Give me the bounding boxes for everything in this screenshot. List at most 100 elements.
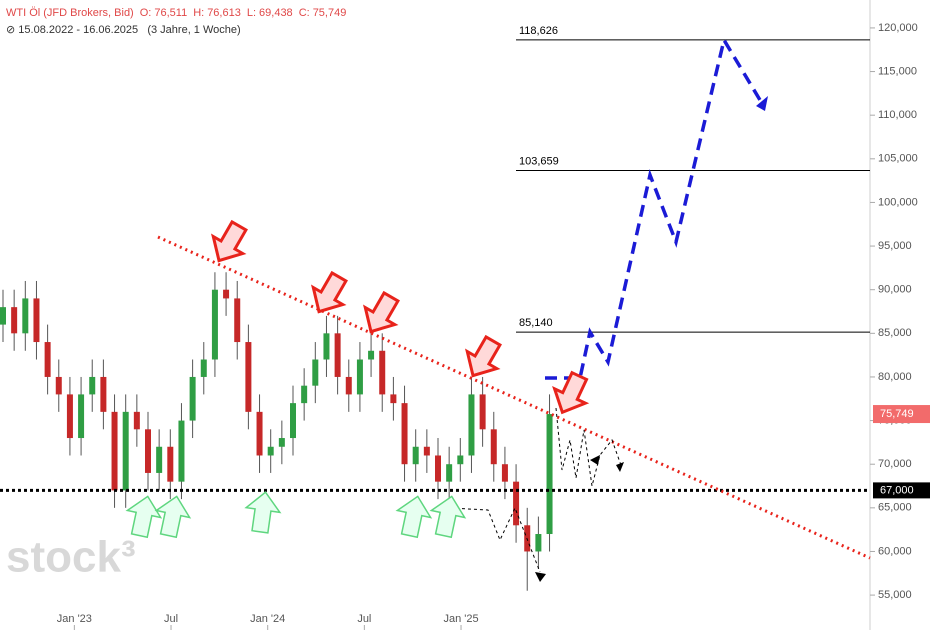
candle-body [312,359,319,386]
candle-body [223,289,230,299]
candle-body [11,307,18,334]
scenario-head [590,455,600,465]
y-tick-label: 100,000 [878,196,918,208]
candle-body [457,455,464,465]
y-tick-label: 55,000 [878,589,912,601]
range-line: ⊘ 15.08.2022 - 16.06.2025 (3 Jahre, 1 Wo… [6,24,241,36]
ohlc: O: 76,511 H: 76,613 L: 69,438 C: 75,749 [134,7,347,19]
candle-body [66,394,73,439]
instrument: WTI Öl (JFD Brokers, Bid) [6,7,134,19]
target-level-label: 103,659 [519,155,559,167]
ohlc-value: 69,438 [259,7,293,19]
candle-body [290,403,296,439]
buy-arrow [125,495,163,539]
candle-body [513,481,520,526]
y-tick-label: 110,000 [878,109,917,121]
target-level-label: 118,626 [519,25,558,37]
candle-body [122,411,129,491]
target-level-label: 85,140 [519,317,553,329]
sell-arrow [311,270,348,314]
sell-arrow [552,370,590,415]
candle-body [356,359,363,395]
candle-body [435,455,441,482]
candle-body [468,394,475,456]
header: WTI Öl (JFD Brokers, Bid) O: 76,511 H: 76,61… [6,5,346,39]
y-tick-label: 70,000 [878,458,912,470]
x-tick-label: Jul [164,613,178,625]
y-tick-label: 105,000 [878,153,918,165]
candle-body [323,333,330,360]
buy-arrows [125,491,467,539]
ohlc-label: H: [193,7,205,19]
y-tick-label: 80,000 [878,371,912,383]
candle-body [89,376,96,395]
annotations [125,35,871,582]
candle-body [245,342,252,412]
sell-arrow [363,290,400,334]
candle-body [334,333,341,377]
sell-arrow [465,334,502,378]
candle-body [345,376,352,395]
candle-body [55,376,62,395]
y-tick-label: 85,000 [878,327,912,339]
candle-body [535,534,542,552]
scenario-head [535,572,546,582]
candle-body [145,429,151,473]
buy-arrow [244,491,282,534]
candle-body [0,307,6,325]
ohlc-value: 75,749 [312,7,347,19]
projection-head [756,96,768,111]
candle-body [390,394,397,404]
candle-body [200,359,207,377]
candle-body [100,376,107,412]
ohlc-label: C: [298,7,310,19]
candle-body [278,438,285,447]
y-tick-label: 95,000 [878,240,912,252]
support-tag [873,482,930,499]
buy-arrow [429,495,467,539]
candle-body [401,403,408,465]
ohlc-value: 76,511 [154,7,188,19]
sell-arrows [211,219,590,415]
x-tick-label: Jan '24 [250,613,285,625]
candle-body [211,289,218,360]
buy-arrow [395,495,433,539]
y-tick-label: 90,000 [878,284,912,296]
candle-body [501,464,508,482]
scenario-head [616,462,624,472]
x-tick-label: Jan '25 [443,613,478,625]
candle-body [189,376,196,421]
candle-body [178,420,185,482]
candle-body [33,298,40,343]
candle-body [256,411,263,456]
sell-arrow [211,219,248,263]
ohlc-label: L: [246,7,257,19]
ohlc-label: O: [139,7,152,19]
candle-body [111,411,118,491]
candle-body [267,446,274,456]
candle-body [446,464,453,482]
ohlc-value: 76,613 [207,7,241,19]
x-tick-label: Jul [357,613,371,625]
instrument-line: WTI Öl (JFD Brokers, Bid) O: 76,511 H: 76,61… [6,5,346,22]
candle-body [234,298,241,343]
marks: 55,00060,00065,00070,00075,00080,00085,0… [0,22,930,630]
watermark: stock³ [6,533,136,582]
candle-body [167,446,174,482]
y-tick-label: 60,000 [878,545,912,557]
scenario-path [449,506,541,573]
candle-body [546,414,553,535]
candle-body [22,298,29,334]
x-tick-label: Jan '23 [57,613,92,625]
candle-body [423,446,430,456]
buy-arrow [154,495,192,539]
y-tick-label: 65,000 [878,502,912,514]
last-price-label: 75,749 [880,408,914,420]
y-tick-label: 115,000 [878,65,917,77]
last-price-tag [873,405,930,424]
candle-body [301,385,308,404]
candle-body [412,446,419,465]
candle-body [479,394,486,430]
candle-body [78,394,85,439]
